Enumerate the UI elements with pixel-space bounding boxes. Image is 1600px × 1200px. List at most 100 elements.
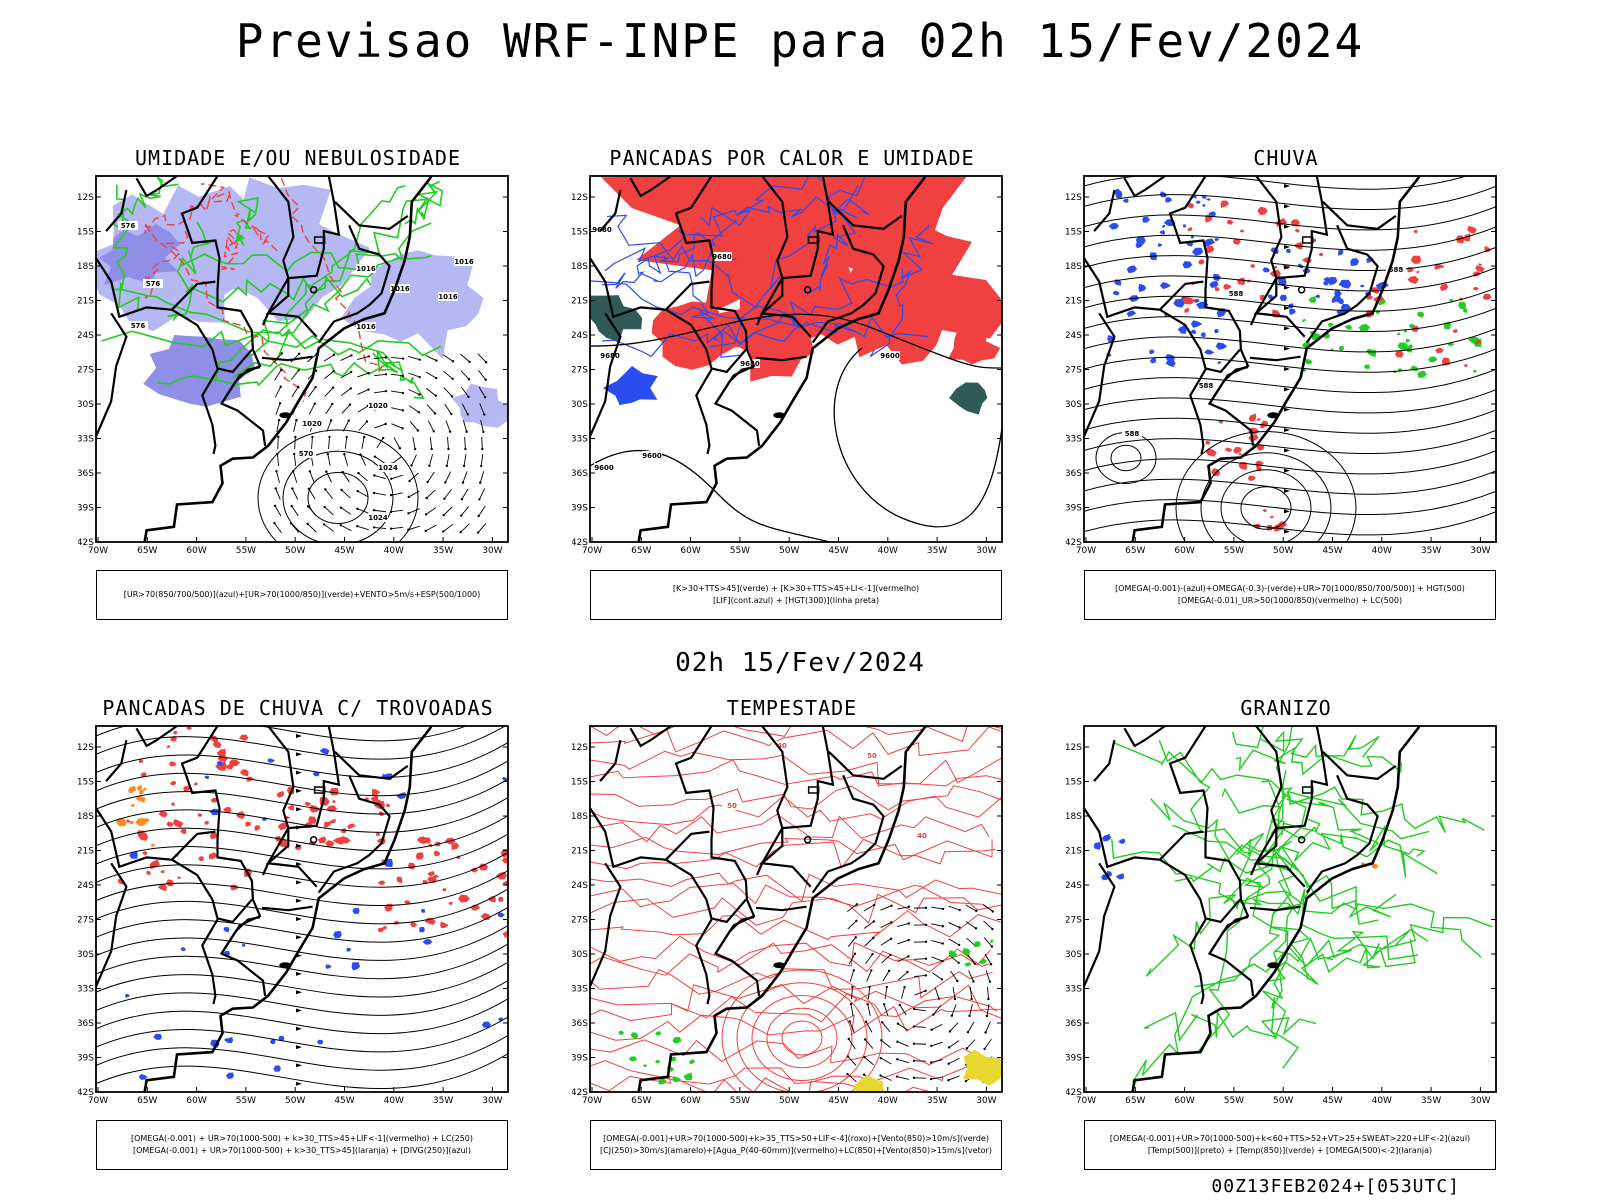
lon-tick-label: 35W bbox=[433, 546, 453, 556]
coastline bbox=[637, 176, 927, 542]
frame-border bbox=[1083, 175, 1497, 543]
wind-vector bbox=[447, 436, 449, 450]
storm-shade-red bbox=[225, 763, 234, 770]
map-content bbox=[96, 726, 508, 1092]
state-border bbox=[288, 176, 341, 280]
omega-shade-green bbox=[1428, 356, 1438, 363]
vector-head bbox=[426, 480, 429, 484]
streamline bbox=[96, 726, 468, 742]
vector-head bbox=[424, 513, 428, 516]
wind-vector bbox=[341, 404, 351, 414]
wind-vector bbox=[863, 904, 875, 912]
rain-shade-red bbox=[1395, 350, 1404, 358]
state-border bbox=[334, 201, 409, 230]
hail-shade-blue bbox=[1115, 873, 1125, 880]
wind-vector bbox=[325, 403, 333, 415]
vector-head bbox=[872, 920, 876, 923]
vector-head bbox=[291, 487, 294, 490]
pressure-contour bbox=[282, 450, 394, 542]
storm-shade-orange bbox=[135, 796, 143, 801]
vector-head bbox=[947, 1046, 951, 1049]
stream-arrow bbox=[1284, 468, 1290, 473]
vector-head bbox=[966, 1030, 970, 1034]
humidity-shade bbox=[143, 335, 256, 407]
legend-line: [CJ(250)>30m/s](amarelo)+[Agua_P(40-60mm… bbox=[600, 1146, 992, 1155]
storm-shade-red bbox=[501, 857, 508, 864]
lat-tick-label: 12S bbox=[572, 743, 588, 753]
wind-vector bbox=[913, 975, 927, 977]
omega-shade-blue bbox=[1262, 267, 1271, 273]
state-border bbox=[220, 916, 261, 955]
vector-head bbox=[896, 1040, 899, 1043]
vector-head bbox=[389, 510, 393, 514]
contour-label: 50 bbox=[867, 752, 877, 760]
wind-vector bbox=[290, 523, 300, 533]
wind-vector bbox=[373, 373, 387, 377]
stream-arrow bbox=[296, 935, 302, 940]
wind-vector bbox=[462, 420, 468, 432]
lon-tick-label: 40W bbox=[878, 546, 898, 556]
wind-vector bbox=[273, 353, 283, 363]
storm-shade-red bbox=[407, 862, 416, 870]
lat-tick-label: 24S bbox=[1066, 331, 1082, 341]
label-bg bbox=[1386, 265, 1406, 274]
lon-tick-label: 55W bbox=[1224, 546, 1244, 556]
vector-head bbox=[868, 985, 871, 989]
vector-head bbox=[970, 997, 973, 1001]
streamline bbox=[96, 742, 508, 778]
storm-shade-orange bbox=[131, 803, 135, 808]
state-border bbox=[180, 726, 267, 996]
storm-shade-red bbox=[317, 836, 327, 843]
wind-vector bbox=[340, 507, 352, 515]
basemap bbox=[1084, 726, 1421, 1092]
omega-shade-green bbox=[1409, 344, 1414, 349]
state-border bbox=[782, 176, 835, 280]
label-bg bbox=[438, 292, 458, 301]
lon-tick-label: 70W bbox=[1076, 546, 1096, 556]
wind-vector bbox=[848, 1038, 856, 1050]
wind-shade-green bbox=[990, 939, 994, 944]
wind-vector bbox=[966, 937, 976, 947]
rain-shade-red bbox=[1198, 259, 1205, 265]
storm-shade-red bbox=[172, 819, 184, 828]
frame-border bbox=[589, 725, 1003, 1093]
rain-shade-red bbox=[1295, 228, 1300, 233]
lat-tick-label: 36S bbox=[78, 1019, 94, 1029]
wind-vector bbox=[969, 1004, 973, 1016]
vector-head bbox=[924, 906, 928, 910]
pressure-contour bbox=[257, 429, 419, 542]
vector-head bbox=[907, 905, 911, 908]
stream-arrow bbox=[1284, 428, 1290, 432]
humidity-contour-green bbox=[232, 222, 432, 379]
rain-shade-red bbox=[1220, 200, 1230, 208]
hgt500-contour bbox=[1095, 432, 1157, 484]
lat-tick-label: 33S bbox=[1066, 435, 1082, 445]
storm-shade-red bbox=[142, 851, 148, 856]
vector-head bbox=[988, 980, 992, 983]
storm-shade-red bbox=[433, 850, 441, 857]
vector-head bbox=[941, 959, 944, 963]
vector-head bbox=[906, 970, 909, 974]
state-border bbox=[96, 862, 128, 991]
streamline bbox=[1084, 328, 1496, 353]
wind-vector bbox=[460, 506, 470, 516]
state-border bbox=[261, 355, 313, 362]
precip-water-contour bbox=[590, 1075, 934, 1092]
thickness-contour bbox=[200, 183, 278, 252]
vector-head bbox=[929, 1061, 933, 1064]
wind-vector bbox=[323, 354, 335, 362]
rain-shade-red bbox=[1434, 263, 1443, 270]
lake bbox=[309, 836, 318, 844]
basemap bbox=[1084, 176, 1421, 542]
omega-shade-blue bbox=[1200, 332, 1206, 338]
vector-head bbox=[343, 453, 346, 456]
lat-tick-label: 30S bbox=[1066, 950, 1082, 960]
contour-label: 1020 bbox=[368, 402, 388, 410]
label-bg bbox=[356, 264, 376, 273]
rain-shade-red bbox=[1478, 263, 1483, 266]
basemap bbox=[96, 176, 433, 542]
omega-shade-blue bbox=[1279, 294, 1287, 301]
label-bg bbox=[1196, 381, 1216, 390]
state-border bbox=[1253, 828, 1306, 888]
rain-shade-red bbox=[1259, 295, 1266, 301]
